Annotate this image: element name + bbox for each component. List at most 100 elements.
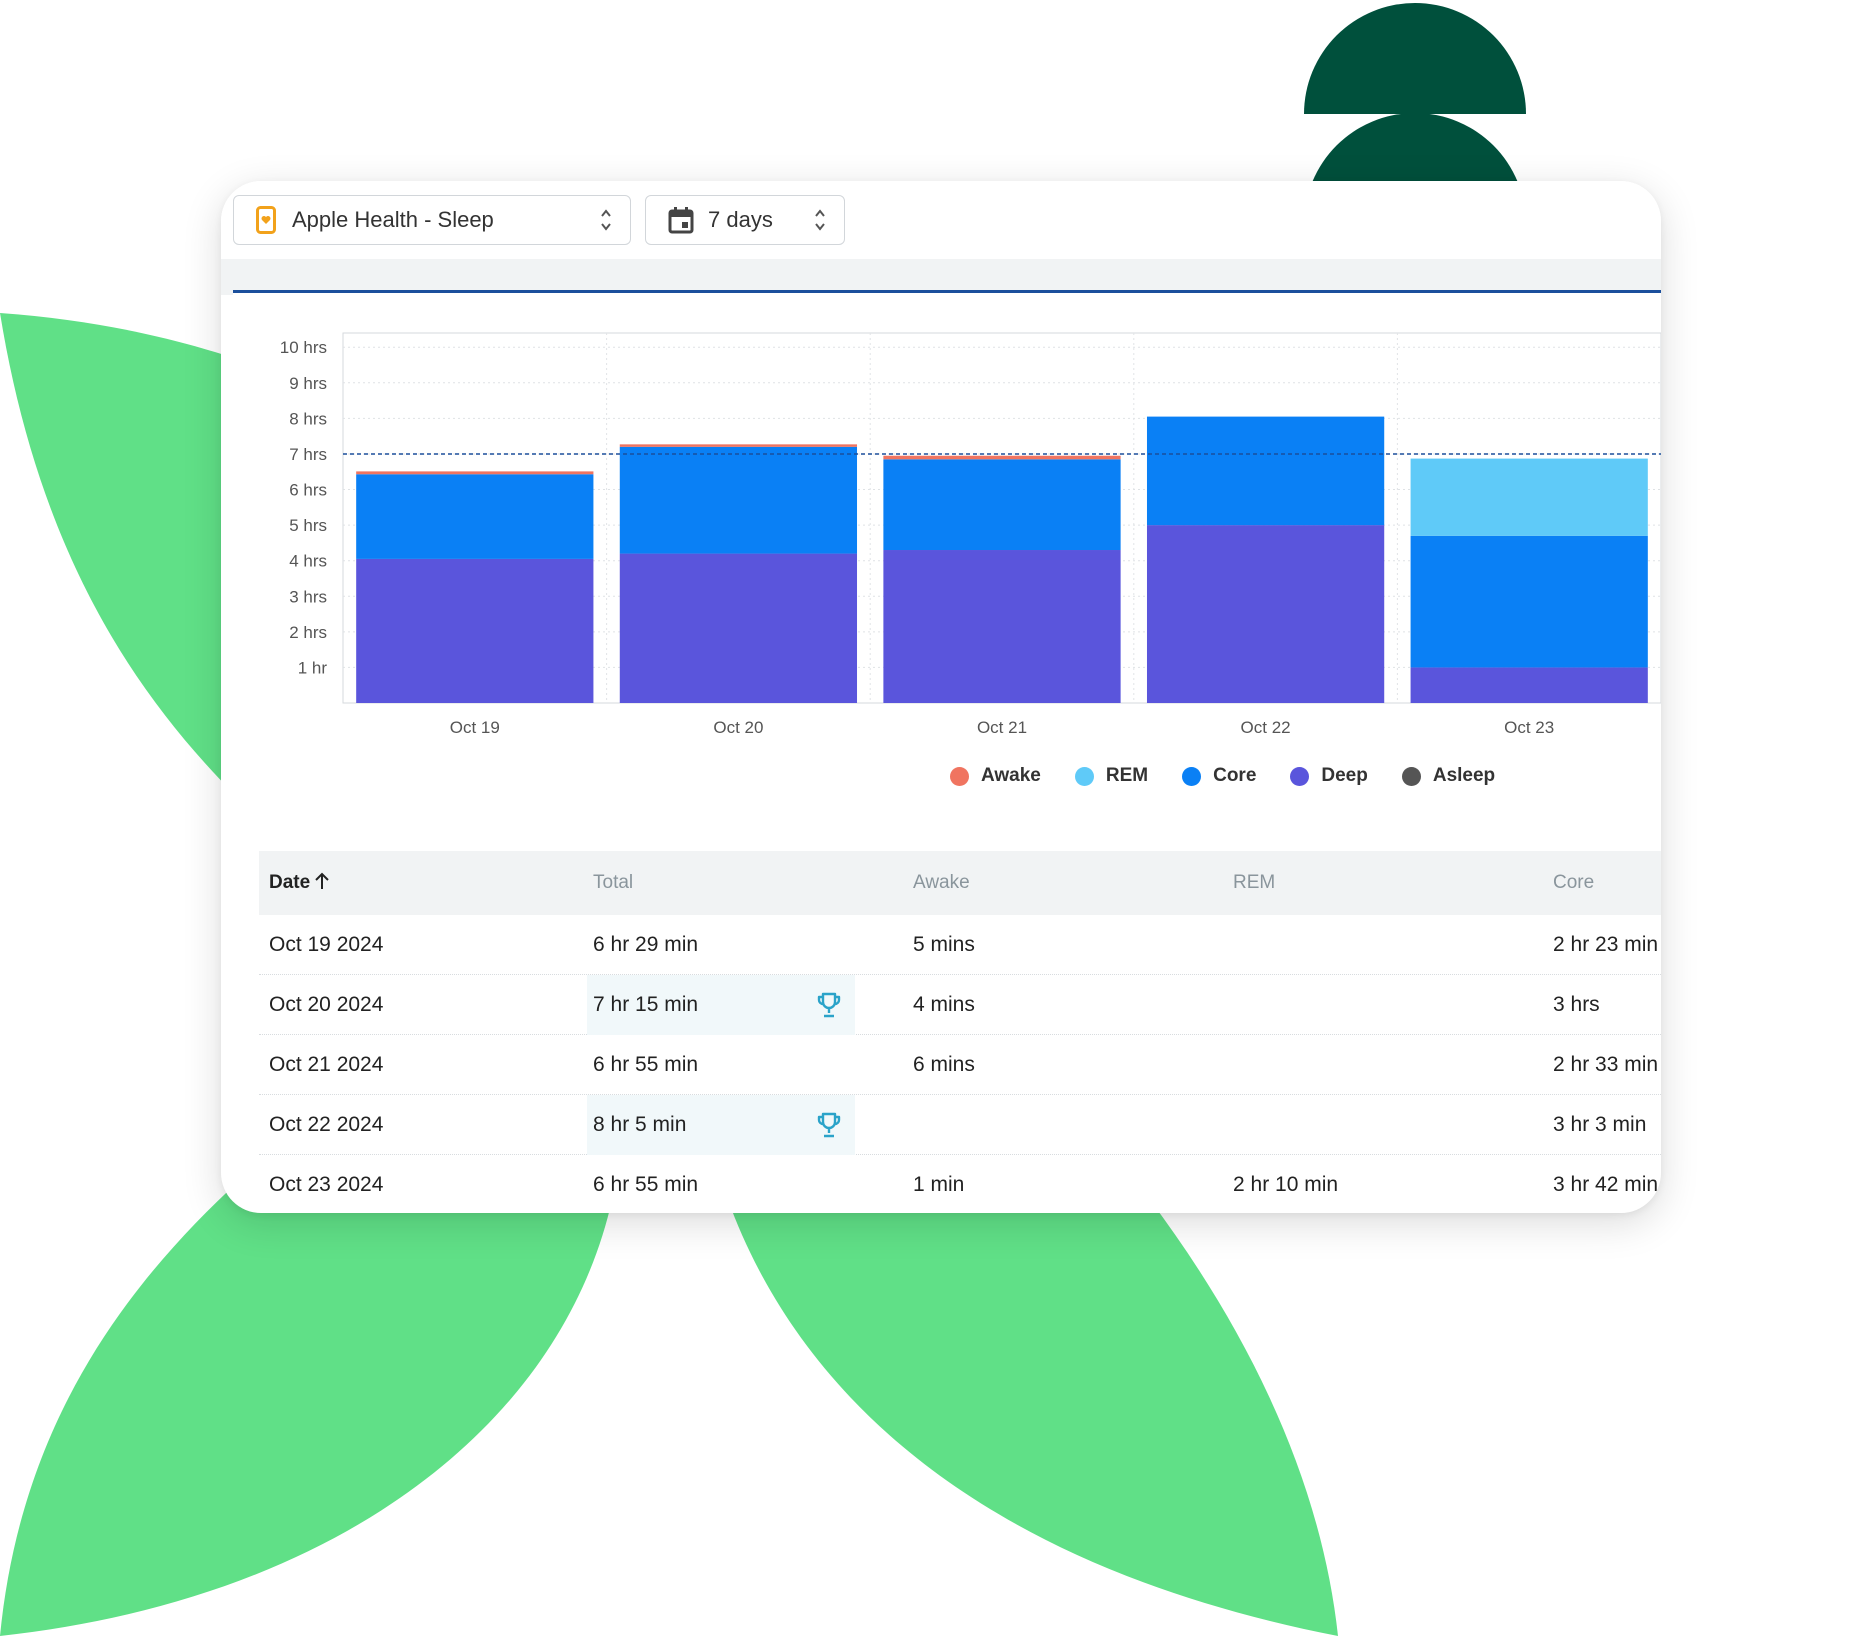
rem-column-header[interactable]: REM [1233, 872, 1276, 893]
total-value: 6 hr 55 min [593, 1173, 699, 1196]
total-value: 7 hr 15 min [593, 993, 699, 1016]
chart-legend: Awake REM Core Deep Asleep [950, 761, 1529, 791]
date-range-select[interactable]: 7 days [645, 195, 845, 245]
date-cell: Oct 22 2024 [269, 1095, 383, 1155]
x-tick-label: Oct 23 [1504, 718, 1554, 737]
bar-segment-core [356, 474, 594, 559]
x-tick-label: Oct 21 [977, 718, 1027, 737]
total-cell: 6 hr 29 min [587, 915, 855, 975]
core-value: 2 hr 33 min [1553, 1053, 1659, 1076]
total-value: 8 hr 5 min [593, 1113, 687, 1136]
bar-segment-awake [883, 455, 1121, 460]
core-cell: 3 hrs [1553, 975, 1600, 1035]
semicircle-shape-top [1304, 3, 1526, 114]
core-cell: 2 hr 23 min [1553, 915, 1658, 975]
total-cell: 8 hr 5 min [587, 1095, 855, 1155]
y-tick-label: 1 hr [298, 658, 328, 677]
date-cell: Oct 23 2024 [269, 1155, 383, 1213]
legend-swatch [950, 766, 969, 786]
legend-item-awake[interactable]: Awake [950, 765, 1041, 787]
y-tick-label: 9 hrs [289, 374, 327, 393]
table-row[interactable]: Oct 21 2024 6 hr 55 min 6 mins 2 hr 33 min [259, 1035, 1661, 1095]
date-header-label: Date [269, 872, 311, 893]
x-tick-label: Oct 22 [1241, 718, 1291, 737]
total-column-header[interactable]: Total [593, 872, 634, 893]
sort-ascending-icon [315, 872, 329, 889]
date-column-header[interactable]: Date [269, 851, 330, 915]
bar-segment-core [883, 459, 1121, 551]
chart-plot: 1 hr 2 hrs 3 hrs 4 hrs 5 hrs 6 hrs 7 hrs 8 hrs 9… [280, 332, 1661, 737]
awake-cell: 4 mins [913, 975, 975, 1035]
y-tick-label: 6 hrs [289, 481, 327, 500]
bar-segment-awake [356, 471, 594, 475]
bar-segment-deep [1146, 525, 1385, 703]
trophy-icon [817, 1112, 841, 1138]
updown-chevron-icon [815, 209, 825, 231]
toolbar: Apple Health - Sleep 7 days [221, 181, 1661, 260]
awake-cell: 5 mins [913, 915, 975, 975]
awake-column-header[interactable]: Awake [913, 872, 970, 893]
bar-segment-awake [619, 444, 858, 447]
legend-item-deep[interactable]: Deep [1290, 765, 1368, 787]
table-header-row: Date Total Awake REM Core [259, 851, 1661, 915]
date-cell: Oct 21 2024 [269, 1035, 383, 1095]
core-value: 3 hrs [1553, 993, 1600, 1016]
legend-swatch [1290, 766, 1310, 786]
legend-label: Awake [981, 765, 1041, 786]
date-value: Oct 20 2024 [269, 993, 384, 1016]
core-value: 2 hr 23 min [1553, 933, 1659, 956]
bar-segment-core [619, 446, 858, 554]
y-tick-label: 7 hrs [289, 445, 327, 464]
bar-segment-deep [356, 558, 594, 703]
data-source-select[interactable]: Apple Health - Sleep [233, 195, 631, 245]
legend-item-asleep[interactable]: Asleep [1401, 765, 1496, 787]
legend-swatch [1074, 766, 1094, 786]
bar-segment-deep [883, 550, 1121, 703]
total-value: 6 hr 29 min [593, 933, 699, 956]
table-body: Oct 19 2024 6 hr 29 min 5 mins 2 hr 23 min O… [259, 915, 1661, 1213]
legend-swatch [1182, 766, 1202, 786]
legend-item-rem[interactable]: REM [1074, 765, 1148, 787]
leaf-shape-left [0, 313, 240, 800]
legend-item-core[interactable]: Core [1182, 765, 1256, 787]
bar-segment-deep [619, 553, 858, 703]
core-cell: 2 hr 33 min [1553, 1035, 1658, 1095]
date-value: Oct 23 2024 [269, 1173, 384, 1196]
core-value: 3 hr 42 min [1553, 1173, 1659, 1196]
accent-rule [233, 290, 1661, 293]
date-cell: Oct 20 2024 [269, 975, 383, 1035]
leaf-shape-bottom-left [0, 1180, 612, 1636]
date-value: Oct 22 2024 [269, 1113, 384, 1136]
sleep-stages-chart: 1 hr 2 hrs 3 hrs 4 hrs 5 hrs 6 hrs 7 hrs 8 hrs 9… [233, 293, 1661, 853]
rem-value: 2 hr 10 min [1233, 1173, 1339, 1196]
legend-label: Asleep [1432, 765, 1496, 786]
awake-value: 4 mins [913, 993, 975, 1016]
core-value: 3 hr 3 min [1553, 1113, 1647, 1136]
sleep-report-card: Apple Health - Sleep 7 days 1 hr 2 hrs 3 h… [221, 181, 1661, 1213]
table-row[interactable]: Oct 22 2024 8 hr 5 min 3 hr 3 min [259, 1095, 1661, 1155]
trophy-icon [817, 992, 841, 1018]
table-row[interactable]: Oct 20 2024 7 hr 15 min 4 mins 3 hrs [259, 975, 1661, 1035]
rem-cell: 2 hr 10 min [1233, 1155, 1338, 1213]
y-tick-label: 5 hrs [289, 516, 327, 535]
date-value: Oct 19 2024 [269, 933, 384, 956]
table-row[interactable]: Oct 19 2024 6 hr 29 min 5 mins 2 hr 23 min [259, 915, 1661, 975]
total-cell: 6 hr 55 min [587, 1035, 855, 1095]
date-range-label: 7 days [708, 207, 773, 232]
y-tick-label: 8 hrs [289, 409, 327, 428]
total-cell: 6 hr 55 min [587, 1155, 855, 1213]
sleep-table: Date Total Awake REM Core Oct 19 2024 6 h… [259, 851, 1661, 1213]
apple-health-icon [256, 206, 276, 234]
y-tick-label: 4 hrs [289, 552, 327, 571]
date-cell: Oct 19 2024 [269, 915, 383, 975]
total-cell: 7 hr 15 min [587, 975, 855, 1035]
table-row[interactable]: Oct 23 2024 6 hr 55 min 1 min 2 hr 10 min 3 … [259, 1155, 1661, 1213]
core-column-header[interactable]: Core [1553, 872, 1595, 893]
core-cell: 3 hr 42 min [1553, 1155, 1658, 1213]
awake-value: 6 mins [913, 1053, 975, 1076]
data-source-label: Apple Health - Sleep [292, 207, 494, 232]
legend-label: Deep [1321, 765, 1368, 786]
bar-segment-deep [1410, 667, 1648, 703]
bar-segment-core [1410, 535, 1648, 668]
